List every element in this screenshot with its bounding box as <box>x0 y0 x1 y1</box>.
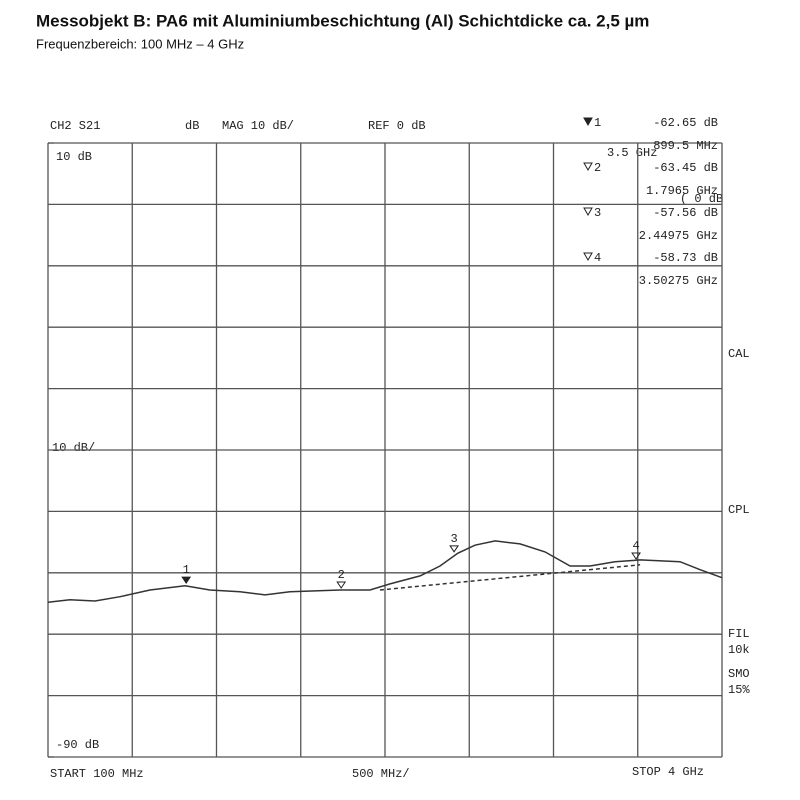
readout-value: -58.73 dB <box>653 251 718 265</box>
header-channel: CH2 S21 <box>50 119 100 133</box>
marker-number: 1 <box>183 563 190 577</box>
side-label: FIL <box>728 627 750 641</box>
y-tick-label: 10 dB <box>56 150 92 164</box>
trace <box>47 540 723 604</box>
chart-subtitle: Frequenzbereich: 100 MHz – 4 GHz <box>36 36 244 51</box>
readout-frequency: 1.7965 GHz <box>646 184 718 198</box>
marker <box>181 576 192 584</box>
header-format: MAG 10 dB/ <box>222 119 294 133</box>
readout-value: -57.56 dB <box>653 206 718 220</box>
marker-number: 4 <box>632 539 639 553</box>
readout-frequency: 3.50275 GHz <box>639 274 718 288</box>
marker-number: 3 <box>450 532 457 546</box>
readout-value: -63.45 dB <box>653 161 718 175</box>
trace <box>379 564 641 591</box>
side-label: SMO <box>728 667 750 681</box>
y-tick-label: -90 dB <box>56 738 99 752</box>
readout-symbol <box>583 162 593 172</box>
readout-symbol <box>583 117 593 127</box>
side-label: CAL <box>728 347 750 361</box>
readout-value: -62.65 dB <box>653 116 718 130</box>
overlay-text: 3.5 GHz <box>607 146 657 160</box>
readout-frequency: 2.44975 GHz <box>639 229 718 243</box>
stop-label: STOP 4 GHz <box>632 765 704 779</box>
side-label: CPL <box>728 503 750 517</box>
readout-frequency: 899.5 MHz <box>653 139 718 153</box>
side-label: 10k <box>728 643 750 657</box>
header-unit: dB <box>185 119 199 133</box>
chart-title: Messobjekt B: PA6 mit Aluminiumbeschicht… <box>36 11 649 30</box>
readout-symbol <box>583 207 593 217</box>
readout-number: 4 <box>594 251 601 265</box>
readout-number: 2 <box>594 161 601 175</box>
readout-symbol <box>583 252 593 262</box>
side-label: 15% <box>728 683 750 697</box>
readout-number: 1 <box>594 116 601 130</box>
marker-number: 2 <box>338 568 345 582</box>
marker <box>336 581 347 589</box>
readout-number: 3 <box>594 206 601 220</box>
start-label: START 100 MHz <box>50 767 144 781</box>
x-div-label: 500 MHz/ <box>352 767 410 781</box>
y-scale-label: 10 dB/ <box>52 441 95 455</box>
overlay-text: ( 0 dB <box>680 192 723 206</box>
header-ref: REF 0 dB <box>368 119 426 133</box>
marker <box>631 552 641 560</box>
marker <box>449 545 460 553</box>
